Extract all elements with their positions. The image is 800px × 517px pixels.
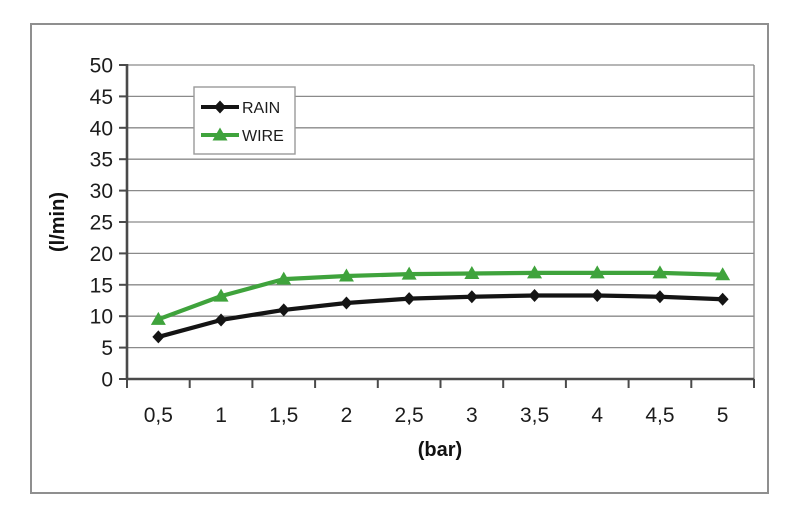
series-wire-marker-triangle [464, 265, 480, 279]
x-tick-label: 5 [717, 404, 729, 427]
series-wire-marker-triangle [338, 268, 354, 282]
legend-entry-rain: RAIN [201, 100, 280, 117]
y-tick-label: 20 [90, 243, 113, 266]
rain-diamond-icon [214, 100, 226, 114]
series-wire-marker-triangle [715, 267, 731, 281]
series-rain [152, 288, 729, 344]
series-rain-marker-diamond [716, 292, 729, 306]
y-tick-label: 35 [90, 149, 113, 172]
series-wire-marker-triangle [401, 266, 417, 280]
y-tick-labels: 0 5 10 15 20 25 30 35 40 45 50 [90, 55, 113, 392]
y-tick-label: 5 [101, 337, 113, 360]
x-tick-label: 2,5 [395, 404, 424, 427]
series-rain-line [156, 293, 725, 340]
chart-frame: 0 5 10 15 20 25 30 35 40 45 50 0,5 1 1,5 2 2,5 3 3,5 4 4,5… [30, 23, 769, 494]
series-rain-marker-diamond [465, 290, 478, 304]
series-wire-marker-triangle [652, 265, 668, 279]
wire-triangle-icon [212, 127, 228, 141]
series-rain-marker-diamond [653, 290, 666, 304]
x-tick-label: 3 [466, 404, 478, 427]
x-tick-label: 0,5 [144, 404, 173, 427]
series-rain-marker-diamond [591, 288, 604, 302]
legend-box [193, 86, 296, 155]
series-wire-line [156, 270, 725, 322]
x-tick-label: 4,5 [645, 404, 674, 427]
y-tick-label: 25 [90, 212, 113, 235]
x-tick-label: 2 [341, 404, 353, 427]
series-rain-marker-diamond [152, 330, 165, 344]
series-rain-marker-diamond [340, 296, 353, 310]
x-tick-label: 3,5 [520, 404, 549, 427]
y-tick-label: 0 [101, 369, 113, 392]
series-rain-marker-diamond [215, 313, 228, 327]
y-axis-title: (l/min) [47, 192, 69, 252]
series-wire-marker-triangle [276, 271, 292, 285]
series-rain-marker-diamond [403, 292, 416, 306]
y-tick-label: 10 [90, 306, 113, 329]
series-wire [150, 265, 731, 325]
flow-rate-chart: 0 5 10 15 20 25 30 35 40 45 50 0,5 1 1,5 2 2,5 3 3,5 4 4,5… [47, 55, 755, 461]
x-axis-title: (bar) [418, 439, 462, 461]
legend-label-rain: RAIN [242, 100, 280, 117]
legend-entry-wire: WIRE [201, 127, 284, 145]
series-wire-marker-triangle [589, 265, 605, 279]
series-wire-marker-triangle [527, 265, 543, 279]
x-tick-label: 1 [215, 404, 227, 427]
y-tick-label: 45 [90, 86, 113, 109]
x-tick-label: 1,5 [269, 404, 298, 427]
y-tick-label: 30 [90, 180, 113, 203]
x-tick-labels: 0,5 1 1,5 2 2,5 3 3,5 4 4,5 5 [144, 404, 729, 427]
series-rain-marker-diamond [528, 288, 541, 302]
series-wire-marker-triangle [150, 311, 166, 325]
axes [119, 64, 755, 388]
series [150, 265, 731, 344]
legend-label-wire: WIRE [242, 128, 284, 145]
y-tick-label: 15 [90, 274, 113, 297]
legend: RAIN WIRE [193, 86, 296, 155]
series-wire-marker-triangle [213, 288, 229, 302]
y-tick-label: 40 [90, 117, 113, 140]
y-tick-label: 50 [90, 55, 113, 78]
x-tick-label: 4 [591, 404, 603, 427]
series-rain-marker-diamond [277, 303, 290, 317]
